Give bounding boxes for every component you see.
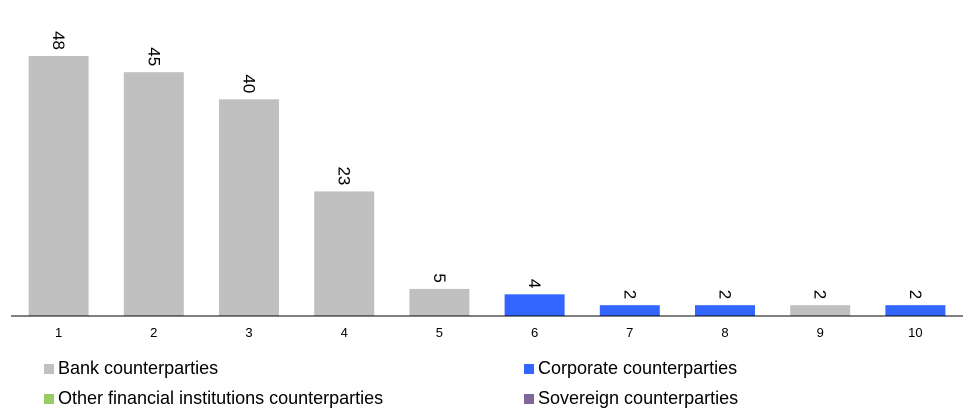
- value-label-9: 2: [811, 290, 830, 299]
- value-label-10: 2: [906, 290, 925, 299]
- value-label-3: 40: [240, 74, 259, 93]
- legend-swatch-bank: [44, 363, 54, 374]
- value-label-1: 48: [49, 31, 68, 50]
- x-tick-label-4: 4: [341, 325, 348, 340]
- bar-3: [219, 99, 279, 316]
- bar-7: [599, 305, 660, 316]
- bar-1: [28, 56, 89, 316]
- legend-label-other-financial: Other financial institutions counterpart…: [58, 388, 384, 408]
- bars-layer: [28, 56, 946, 316]
- bar-6: [504, 294, 565, 316]
- legend-swatch-other-financial: [44, 393, 54, 404]
- legend-item-sovereign: Sovereign counterparties: [524, 388, 738, 409]
- legend-swatch-corporate: [524, 363, 534, 374]
- legend: Bank counterparties Corporate counterpar…: [0, 355, 965, 409]
- x-tick-label-3: 3: [245, 325, 252, 340]
- value-label-4: 23: [335, 166, 354, 185]
- bar-5: [409, 288, 470, 316]
- x-tick-label-10: 10: [908, 325, 922, 340]
- value-label-6: 4: [525, 279, 544, 288]
- bar-4: [314, 191, 375, 316]
- bar-8: [695, 305, 755, 316]
- legend-label-bank: Bank counterparties: [58, 358, 219, 378]
- x-tick-label-1: 1: [55, 325, 62, 340]
- legend-label-corporate: Corporate counterparties: [538, 358, 738, 378]
- legend-item-bank: Bank counterparties: [44, 358, 218, 379]
- bar-10: [885, 305, 946, 316]
- x-tick-label-6: 6: [531, 325, 538, 340]
- legend-label-sovereign: Sovereign counterparties: [538, 388, 739, 408]
- x-tick-label-2: 2: [150, 325, 157, 340]
- x-tick-label-7: 7: [626, 325, 633, 340]
- legend-item-other-financial: Other financial institutions counterpart…: [44, 388, 383, 409]
- bar-2: [123, 72, 184, 316]
- value-label-7: 2: [620, 290, 639, 299]
- x-tick-label-8: 8: [721, 325, 728, 340]
- x-tick-label-5: 5: [436, 325, 443, 340]
- value-label-5: 5: [430, 273, 449, 282]
- x-tick-label-9: 9: [817, 325, 824, 340]
- legend-item-corporate: Corporate counterparties: [524, 358, 737, 379]
- x-axis-ticks-layer: 1 2 3 4 5 6 7 8 9 10: [55, 325, 923, 340]
- legend-swatch-sovereign: [524, 393, 534, 404]
- value-label-8: 2: [716, 290, 735, 299]
- value-label-2: 45: [144, 47, 163, 66]
- bar-9: [790, 305, 851, 316]
- value-labels-layer: 48 45 40 23 5 4 2 2 2 2: [49, 31, 925, 299]
